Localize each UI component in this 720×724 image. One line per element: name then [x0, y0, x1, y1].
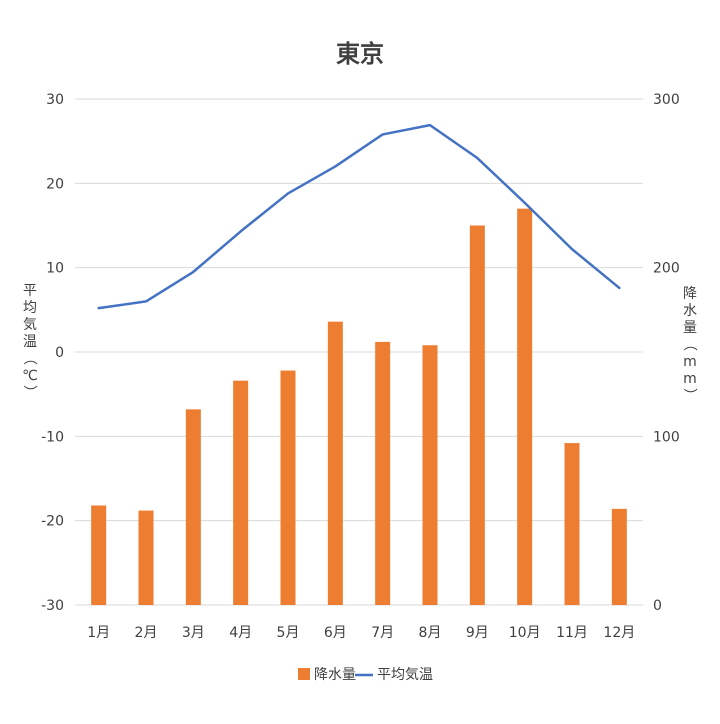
right-axis-title-char: （ [681, 337, 697, 351]
precipitation-bar [280, 370, 296, 605]
left-axis-title-char: 温 [23, 334, 37, 350]
x-tick-label: 10月 [509, 625, 541, 641]
right-tick-label: 300 [653, 92, 680, 108]
right-tick-label: 200 [653, 261, 680, 277]
right-axis-title: 降水量（mm） [681, 286, 697, 402]
right-axis-ticks: 300 200 100 0 [653, 92, 680, 614]
x-tick-label: 5月 [277, 625, 300, 641]
right-tick-label: 100 [653, 429, 680, 445]
x-tick-label: 3月 [182, 625, 205, 641]
x-tick-label: 11月 [556, 625, 588, 641]
x-tick-label: 12月 [603, 625, 635, 641]
x-tick-label: 7月 [371, 625, 394, 641]
temperature-line-group [97, 123, 621, 310]
x-tick-label: 8月 [419, 625, 442, 641]
precipitation-bar [233, 380, 249, 605]
right-axis-title-char: 量 [683, 320, 697, 336]
left-axis-title-char: ℃ [22, 368, 38, 384]
temperature-line [97, 123, 621, 310]
left-tick-label: -10 [41, 429, 64, 445]
right-axis-title-char: m [683, 354, 697, 370]
left-tick-label: -20 [41, 514, 64, 530]
precipitation-bar [185, 409, 201, 605]
left-axis-title: 平均気温（ ℃） [21, 283, 38, 399]
left-axis-title-char: 気 [23, 317, 37, 333]
left-axis-ticks: 30 20 10 0 -10 -20 -30 [41, 92, 64, 614]
left-axis-title-char: 均 [23, 300, 37, 316]
left-tick-label: 30 [46, 92, 64, 108]
legend-bar-swatch [298, 668, 310, 680]
legend-bar-label: 降水量 [314, 667, 356, 683]
legend: 降水量 平均気温 [298, 667, 433, 683]
legend-line-label: 平均気温 [377, 667, 433, 683]
right-axis-title-char: ） [681, 388, 697, 402]
precipitation-bar [611, 508, 627, 605]
left-tick-label: 0 [55, 345, 64, 361]
left-axis-title-char: （ [21, 351, 37, 365]
precipitation-bar [469, 225, 485, 605]
x-tick-label: 6月 [324, 625, 347, 641]
left-axis-title-char: 平 [23, 283, 37, 299]
chart-title: 東京 [336, 40, 384, 68]
right-axis-title-char: 降 [683, 286, 697, 302]
x-tick-label: 9月 [466, 625, 489, 641]
precipitation-bar [422, 345, 438, 605]
left-tick-label: 10 [46, 261, 64, 277]
precipitation-bar [517, 208, 533, 605]
precipitation-bar [564, 443, 580, 605]
precipitation-bar [91, 505, 107, 605]
left-tick-label: 20 [46, 176, 64, 192]
right-axis-title-char: m [683, 371, 697, 387]
x-tick-label: 2月 [135, 625, 158, 641]
right-tick-label: 0 [653, 598, 662, 614]
precipitation-bar [375, 341, 391, 605]
x-tick-label: 1月 [87, 625, 110, 641]
gridlines [75, 98, 643, 606]
x-axis-ticks: 1月 2月 3月 4月 5月 6月 7月 8月 9月 10月 11月 12月 [87, 625, 635, 641]
right-axis-title-char: 水 [683, 303, 697, 319]
left-tick-label: -30 [41, 598, 64, 614]
precipitation-bars [91, 208, 627, 605]
precipitation-bar [327, 321, 343, 605]
left-axis-title-char: ） [21, 385, 37, 399]
precipitation-bar [138, 510, 154, 605]
x-tick-label: 4月 [229, 625, 252, 641]
